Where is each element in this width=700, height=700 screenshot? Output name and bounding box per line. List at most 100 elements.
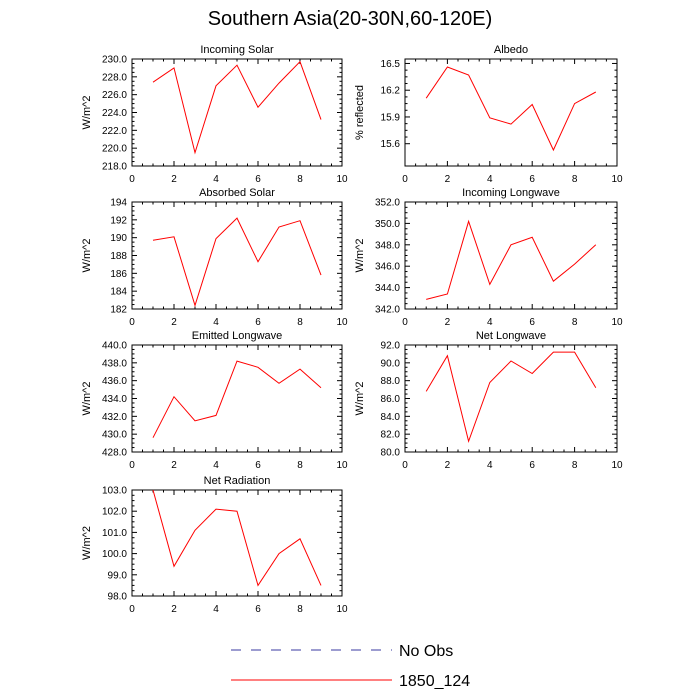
y-tick-label: 190: [110, 233, 127, 244]
x-tick-label: 2: [171, 604, 177, 615]
x-tick-label: 4: [213, 317, 219, 328]
x-tick-label: 0: [129, 460, 135, 471]
x-tick-label: 0: [402, 174, 408, 185]
y-tick-label: 90.0: [381, 358, 401, 369]
panel-4: Emitted Longwave W/m^2 0 2 4 6 8 10 428.0 430.0 43…: [81, 330, 348, 471]
series-line: [425, 66, 597, 152]
y-tick-label: 430.0: [102, 430, 127, 441]
x-tick-label: 8: [572, 317, 578, 328]
y-tick-label: 184: [110, 287, 127, 298]
x-tick-label: 4: [487, 317, 493, 328]
x-tick-label: 10: [611, 460, 623, 471]
y-tick-label: 98.0: [108, 592, 128, 603]
x-tick-label: 4: [487, 460, 493, 471]
y-tick-label: 16.5: [381, 59, 401, 70]
y-tick-label: 224.0: [102, 108, 127, 119]
y-tick-label: 352.0: [375, 198, 400, 209]
y-tick-label: 103.0: [102, 486, 127, 497]
x-tick-label: 0: [129, 604, 135, 615]
x-tick-label: 0: [129, 317, 135, 328]
plot-frame: [404, 201, 618, 310]
y-axis-label: W/m^2: [354, 239, 366, 273]
x-tick-label: 6: [255, 604, 261, 615]
y-axis-label: % reflected: [354, 85, 366, 140]
x-tick-label: 0: [129, 174, 135, 185]
y-tick-label: 220.0: [102, 144, 127, 155]
series-line: [152, 60, 322, 155]
y-tick-label: 192: [110, 215, 127, 226]
y-axis-label: W/m^2: [81, 96, 93, 130]
y-tick-label: 218.0: [102, 162, 127, 173]
series-line: [152, 217, 322, 308]
y-tick-label: 100.0: [102, 549, 127, 560]
figure-title: Southern Asia(20-30N,60-120E): [207, 8, 493, 30]
x-tick-label: 6: [529, 317, 535, 328]
legend-obs-label: No Obs: [399, 643, 453, 660]
y-tick-label: 194: [110, 198, 127, 209]
x-tick-label: 2: [445, 317, 451, 328]
y-tick-label: 222.0: [102, 126, 127, 137]
y-tick-label: 182: [110, 305, 127, 316]
panel-title: Albedo: [494, 44, 528, 56]
x-tick-label: 2: [445, 460, 451, 471]
y-tick-label: 101.0: [102, 528, 127, 539]
x-tick-label: 4: [213, 604, 219, 615]
x-tick-label: 6: [255, 174, 261, 185]
y-tick-label: 230.0: [102, 55, 127, 66]
panel-title: Emitted Longwave: [192, 330, 283, 342]
y-tick-label: 226.0: [102, 90, 127, 101]
x-tick-label: 2: [171, 317, 177, 328]
panel-title: Incoming Solar: [200, 44, 274, 56]
series-line: [152, 360, 322, 438]
y-tick-label: 346.0: [375, 262, 400, 273]
panel-2: Absorbed Solar W/m^2 0 2 4 6 8 10 182 184 186 188 19…: [81, 187, 348, 328]
x-tick-label: 10: [336, 317, 348, 328]
x-tick-label: 2: [171, 460, 177, 471]
y-axis-label: W/m^2: [354, 382, 366, 416]
y-tick-label: 102.0: [102, 507, 127, 518]
series-line: [426, 219, 597, 300]
y-tick-label: 15.6: [381, 139, 401, 150]
x-tick-label: 2: [171, 174, 177, 185]
y-tick-label: 228.0: [102, 72, 127, 83]
panel-title: Incoming Longwave: [462, 187, 560, 199]
x-tick-label: 4: [213, 174, 219, 185]
y-tick-label: 344.0: [375, 283, 400, 294]
y-axis-label: W/m^2: [81, 382, 93, 416]
y-tick-label: 350.0: [375, 219, 400, 230]
y-tick-label: 188: [110, 251, 127, 262]
legend: No Obs 1850_124: [231, 643, 470, 690]
x-tick-label: 8: [572, 460, 578, 471]
panel-title: Absorbed Solar: [199, 187, 275, 199]
x-tick-label: 0: [402, 317, 408, 328]
y-tick-label: 82.0: [381, 430, 401, 441]
x-tick-label: 4: [213, 460, 219, 471]
panel-3: Incoming Longwave W/m^2 0 2 4 6 8 10 342.0 344.0 3…: [354, 187, 623, 328]
x-tick-label: 8: [297, 460, 303, 471]
y-tick-label: 84.0: [381, 412, 401, 423]
y-tick-label: 428.0: [102, 448, 127, 459]
x-tick-label: 10: [336, 460, 348, 471]
panel-6: Net Radiation W/m^2 0 2 4 6 8 10 98.0 99.0 100.0 10…: [81, 475, 348, 615]
y-tick-label: 440.0: [102, 341, 127, 352]
y-tick-label: 88.0: [381, 376, 401, 387]
x-tick-label: 8: [572, 174, 578, 185]
y-tick-label: 436.0: [102, 376, 127, 387]
x-tick-label: 6: [255, 317, 261, 328]
y-tick-label: 16.2: [381, 86, 401, 97]
x-tick-label: 10: [336, 604, 348, 615]
y-tick-label: 432.0: [102, 412, 127, 423]
panel-0: Incoming Solar W/m^2 0 2 4 6 8 10 218.0 220.0 222.…: [81, 44, 348, 185]
panel-title: Net Radiation: [204, 475, 271, 487]
plot-frame: [404, 58, 618, 167]
x-tick-label: 8: [297, 174, 303, 185]
y-axis-label: W/m^2: [81, 526, 93, 560]
y-tick-label: 80.0: [381, 448, 401, 459]
panel-title: Net Longwave: [476, 330, 546, 342]
y-tick-label: 434.0: [102, 394, 127, 405]
series-line: [152, 489, 322, 587]
y-tick-label: 99.0: [108, 570, 128, 581]
y-tick-label: 92.0: [381, 341, 401, 352]
x-tick-label: 0: [402, 460, 408, 471]
